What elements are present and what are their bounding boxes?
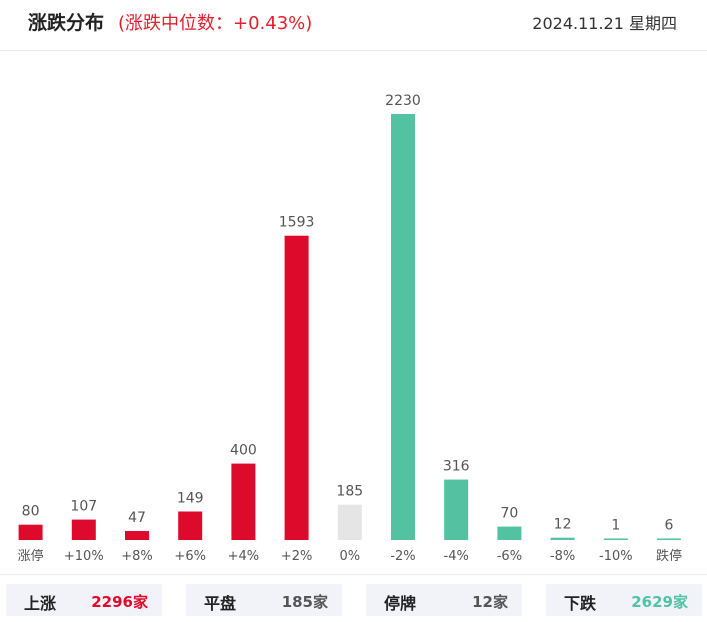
summary-up-label: 上涨 bbox=[24, 594, 57, 613]
category-label-3: +6% bbox=[174, 549, 206, 564]
bar-3 bbox=[178, 511, 203, 540]
value-label-5: 1593 bbox=[279, 215, 315, 231]
value-label-6: 185 bbox=[336, 484, 363, 500]
value-label-3: 149 bbox=[177, 491, 204, 507]
value-label-1: 107 bbox=[70, 499, 97, 515]
summary-up-value: 2296家 bbox=[91, 593, 148, 611]
bar-12 bbox=[657, 538, 681, 540]
category-label-2: +8% bbox=[121, 549, 153, 564]
summary-down: 下跌 2629家 bbox=[546, 584, 702, 616]
distribution-bar-chart: 80 涨停 107 +10% 47 +8% 149 +6% 400 +4% 1593 +2% 185 0%… bbox=[18, 93, 682, 564]
category-label-6: 0% bbox=[339, 549, 360, 564]
category-label-0: 涨停 bbox=[18, 548, 44, 564]
summary-down-value: 2629家 bbox=[631, 593, 688, 611]
category-label-10: -8% bbox=[550, 549, 575, 564]
date-label: 2024.11.21 星期四 bbox=[532, 14, 677, 33]
summary-suspended-value: 12家 bbox=[472, 593, 508, 611]
value-label-4: 400 bbox=[230, 443, 257, 459]
bar-7 bbox=[391, 114, 415, 540]
value-label-8: 316 bbox=[443, 459, 470, 475]
summary-bar: 上涨 2296家 平盘 185家 停牌 12家 下跌 2629家 bbox=[0, 580, 707, 622]
category-label-12: 跌停 bbox=[656, 548, 682, 564]
summary-down-label: 下跌 bbox=[564, 594, 597, 613]
bar-11 bbox=[603, 538, 628, 540]
bar-10 bbox=[550, 537, 575, 540]
bar-6 bbox=[337, 504, 362, 540]
value-label-7: 2230 bbox=[385, 93, 421, 109]
category-label-4: +4% bbox=[228, 549, 260, 564]
category-label-5: +2% bbox=[281, 549, 313, 564]
category-label-11: -10% bbox=[599, 549, 633, 564]
summary-up: 上涨 2296家 bbox=[6, 584, 162, 616]
value-label-12: 6 bbox=[665, 518, 674, 534]
chart-header: 涨跌分布 (涨跌中位数：+0.43%) 2024.11.21 星期四 bbox=[0, 0, 707, 51]
value-label-2: 47 bbox=[128, 510, 146, 526]
value-label-9: 70 bbox=[500, 506, 518, 522]
bar-1 bbox=[71, 519, 96, 540]
summary-suspended: 停牌 12家 bbox=[366, 584, 522, 616]
category-label-8: -4% bbox=[444, 549, 469, 564]
value-label-0: 80 bbox=[22, 504, 40, 520]
summary-flat: 平盘 185家 bbox=[186, 584, 342, 616]
summary-flat-label: 平盘 bbox=[204, 594, 237, 613]
category-label-9: -6% bbox=[497, 549, 522, 564]
bar-5 bbox=[284, 235, 309, 540]
value-label-10: 12 bbox=[554, 517, 572, 533]
category-label-7: -2% bbox=[390, 549, 415, 564]
summary-divider bbox=[0, 574, 707, 575]
bar-2 bbox=[125, 531, 149, 540]
bar-4 bbox=[231, 463, 256, 540]
summary-suspended-label: 停牌 bbox=[384, 594, 417, 613]
value-label-11: 1 bbox=[611, 518, 620, 534]
bar-9 bbox=[497, 526, 522, 540]
median-change-subtitle: (涨跌中位数：+0.43%) bbox=[118, 13, 313, 34]
category-label-1: +10% bbox=[64, 549, 104, 564]
bar-8 bbox=[444, 479, 469, 540]
summary-flat-value: 185家 bbox=[281, 593, 328, 611]
chart-title: 涨跌分布 bbox=[28, 12, 105, 34]
bar-0 bbox=[18, 524, 43, 540]
